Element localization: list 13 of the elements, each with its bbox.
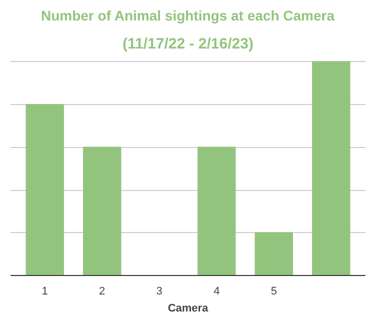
bar [83, 146, 122, 276]
x-axis-title: Camera [168, 302, 210, 314]
x-tick-label: 4 [214, 286, 220, 298]
x-tick-label: 5 [270, 286, 277, 298]
x-tick-label: 1 [42, 286, 48, 298]
bar [254, 232, 293, 276]
chart-title: Number of Animal sightings at each Camera [40, 8, 335, 24]
x-tick-label: 2 [99, 286, 106, 298]
bar [198, 146, 236, 276]
x-tick-label: 3 [156, 286, 162, 298]
chart-subtitle: (11/17/22 - 2/16/23) [122, 36, 254, 52]
bar [312, 61, 350, 276]
bar [26, 104, 64, 276]
